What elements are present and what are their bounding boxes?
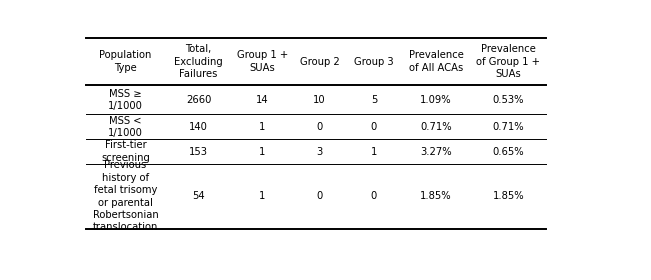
Text: MSS <
1/1000: MSS < 1/1000 — [108, 116, 143, 138]
Text: 0.65%: 0.65% — [492, 147, 524, 157]
Text: 1.85%: 1.85% — [421, 191, 452, 201]
Text: 54: 54 — [192, 191, 205, 201]
Text: Population
Type: Population Type — [100, 50, 152, 73]
Text: 3: 3 — [316, 147, 323, 157]
Text: 0: 0 — [316, 122, 323, 132]
Text: Previous
history of
fetal trisomy
or parental
Robertsonian
translocation: Previous history of fetal trisomy or par… — [92, 160, 158, 232]
Text: 10: 10 — [313, 95, 326, 105]
Text: 1.85%: 1.85% — [492, 191, 524, 201]
Text: 153: 153 — [189, 147, 208, 157]
Text: 0: 0 — [316, 191, 323, 201]
Text: 1: 1 — [259, 191, 266, 201]
Text: 14: 14 — [256, 95, 269, 105]
Text: 1: 1 — [259, 122, 266, 132]
Text: Group 2: Group 2 — [299, 57, 339, 67]
Text: 1: 1 — [371, 147, 377, 157]
Text: 0.53%: 0.53% — [492, 95, 524, 105]
Text: Group 1 +
SUAs: Group 1 + SUAs — [237, 50, 288, 73]
Text: MSS ≥
1/1000: MSS ≥ 1/1000 — [108, 89, 143, 111]
Text: Prevalence
of All ACAs: Prevalence of All ACAs — [409, 50, 464, 73]
Text: 0.71%: 0.71% — [421, 122, 452, 132]
Text: 0.71%: 0.71% — [492, 122, 524, 132]
Text: 140: 140 — [189, 122, 208, 132]
Text: 0: 0 — [371, 122, 377, 132]
Text: 2660: 2660 — [186, 95, 212, 105]
Text: First-tier
screening: First-tier screening — [101, 141, 150, 163]
Text: 1: 1 — [259, 147, 266, 157]
Text: 0: 0 — [371, 191, 377, 201]
Text: Group 3: Group 3 — [354, 57, 394, 67]
Text: 1.09%: 1.09% — [421, 95, 452, 105]
Text: Total,
Excluding
Failures: Total, Excluding Failures — [174, 44, 223, 79]
Text: 5: 5 — [371, 95, 377, 105]
Text: Prevalence
of Group 1 +
SUAs: Prevalence of Group 1 + SUAs — [476, 44, 540, 79]
Text: 3.27%: 3.27% — [421, 147, 452, 157]
